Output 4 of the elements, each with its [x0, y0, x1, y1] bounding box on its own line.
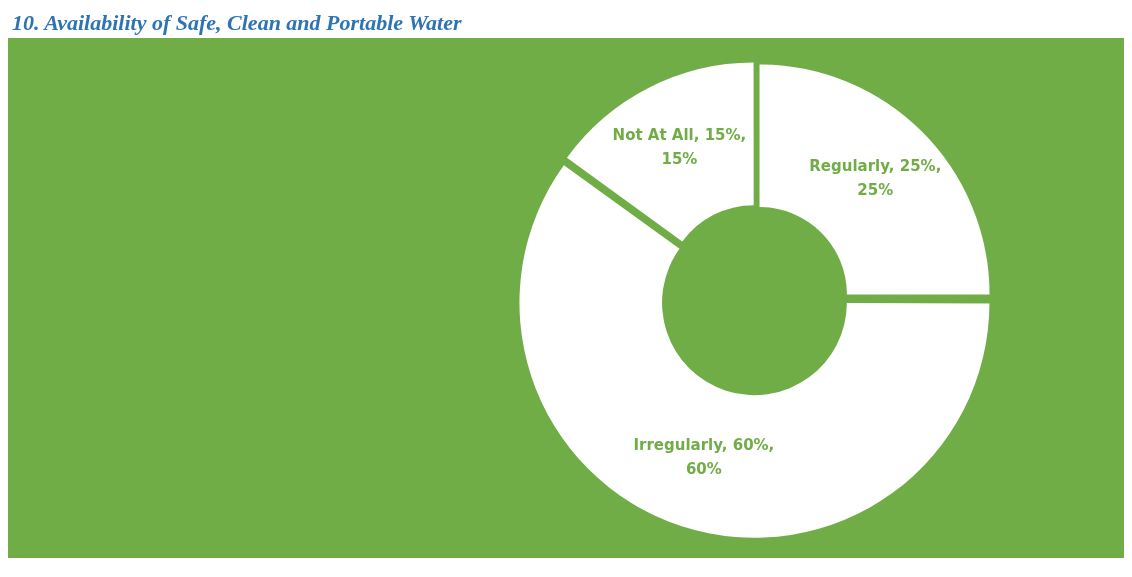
text: 10. Availability of Safe, Clean and Portable Water [11, 9, 463, 37]
slice-label: Not At All, 15%, 15% [612, 125, 747, 168]
slice-label: Regularly, 25%, 25% [809, 156, 942, 199]
slice-label: Irregularly, 60%, 60% [633, 436, 775, 479]
